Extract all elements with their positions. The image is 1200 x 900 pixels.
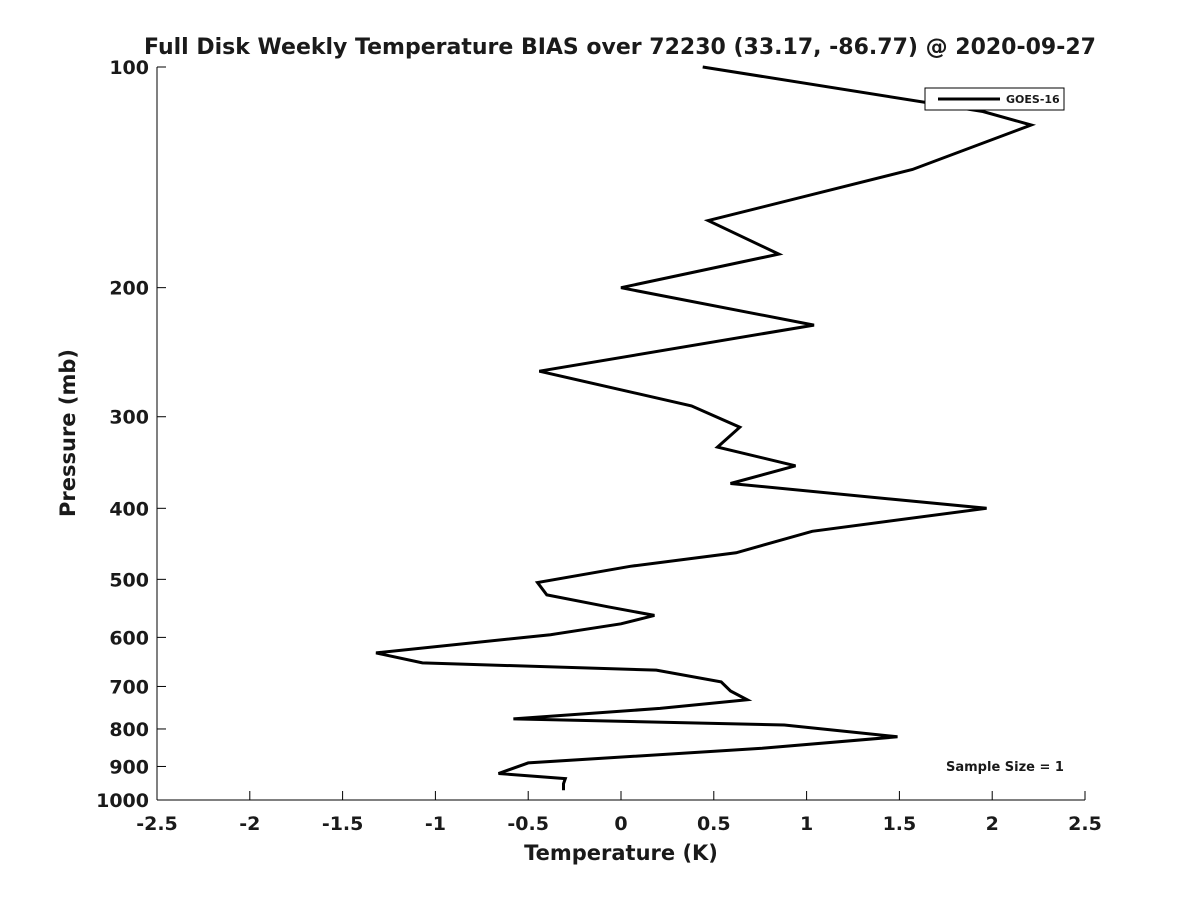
y-tick-label: 800 — [109, 719, 149, 741]
legend: GOES-16 — [924, 87, 1065, 111]
x-tick-label: 1.5 — [883, 813, 917, 835]
sample-size-annotation: Sample Size = 1 — [946, 760, 1064, 775]
y-axis-ticks: 100 200 300 400 500 600 700 800 900 1000 — [96, 57, 166, 812]
x-tick-label: 0.5 — [697, 813, 731, 835]
y-tick-label: 100 — [109, 57, 149, 79]
x-tick-label: 0 — [614, 813, 627, 835]
y-tick-label: 1000 — [96, 790, 149, 812]
x-tick-label: -0.5 — [507, 813, 549, 835]
x-tick-label: 2.5 — [1068, 813, 1102, 835]
series-line-goes-16 — [375, 65, 1037, 791]
x-axis-label: Temperature (K) — [524, 841, 718, 865]
x-axis-ticks: -2.5 -2 -1.5 -1 -0.5 0 0.5 1 1.5 2 2.5 — [136, 791, 1102, 835]
x-tick-label: 1 — [800, 813, 813, 835]
y-tick-label: 900 — [109, 756, 149, 778]
y-tick-label: 500 — [109, 569, 149, 591]
x-tick-label: -2.5 — [136, 813, 178, 835]
y-tick-label: 600 — [109, 627, 149, 649]
chart-title: Full Disk Weekly Temperature BIAS over 7… — [144, 35, 1096, 60]
x-tick-label: 2 — [986, 813, 999, 835]
x-tick-label: -1.5 — [322, 813, 364, 835]
y-tick-label: 700 — [109, 676, 149, 698]
y-tick-label: 200 — [109, 278, 149, 300]
y-tick-label: 300 — [109, 407, 149, 429]
x-tick-label: -2 — [239, 813, 260, 835]
legend-label-goes-16: GOES-16 — [1006, 93, 1060, 106]
y-tick-label: 400 — [109, 498, 149, 520]
x-tick-label: -1 — [425, 813, 446, 835]
y-axis-label: Pressure (mb) — [56, 349, 80, 517]
plot-area — [157, 67, 1085, 800]
